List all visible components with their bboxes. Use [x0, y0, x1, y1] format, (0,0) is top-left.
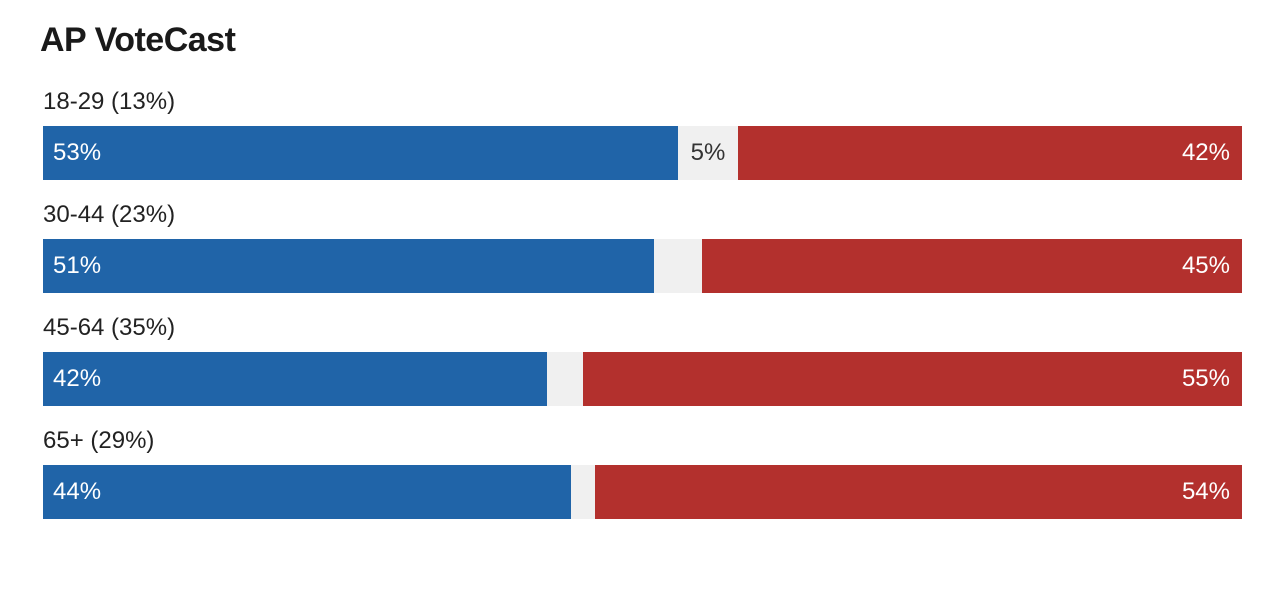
bar-segment-dem: 53%: [43, 126, 678, 180]
bar-row: 65+ (29%) 44% 54%: [43, 425, 1242, 538]
bar-row: 30-44 (23%) 51% 45%: [43, 199, 1242, 312]
row-label: 45-64 (35%): [43, 314, 176, 341]
bar-segment-other: [571, 465, 595, 519]
bar-track: 42% 55%: [43, 352, 1242, 406]
bar-track: 51% 45%: [43, 239, 1242, 293]
bar-track: 44% 54%: [43, 465, 1242, 519]
bar-track: 53% 5% 42%: [43, 126, 1242, 180]
bar-segment-other: 5%: [678, 126, 738, 180]
row-label: 65+ (29%): [43, 427, 155, 454]
bar-segment-rep: 54%: [595, 465, 1242, 519]
bar-row: 45-64 (35%) 42% 55%: [43, 312, 1242, 425]
bar-segment-rep: 45%: [702, 239, 1242, 293]
chart-title: AP VoteCast: [40, 21, 236, 59]
bar-rows: 18-29 (13%) 53% 5% 42% 30-44 (23%) 51% 4…: [43, 86, 1242, 538]
bar-segment-rep: 55%: [583, 352, 1242, 406]
row-label: 18-29 (13%): [43, 88, 176, 115]
row-label: 30-44 (23%): [43, 201, 176, 228]
bar-segment-dem: 42%: [43, 352, 547, 406]
bar-segment-other: [547, 352, 583, 406]
bar-segment-rep: 42%: [738, 126, 1242, 180]
bar-row: 18-29 (13%) 53% 5% 42%: [43, 86, 1242, 199]
bar-segment-dem: 51%: [43, 239, 654, 293]
bar-segment-other: [654, 239, 702, 293]
bar-segment-dem: 44%: [43, 465, 571, 519]
